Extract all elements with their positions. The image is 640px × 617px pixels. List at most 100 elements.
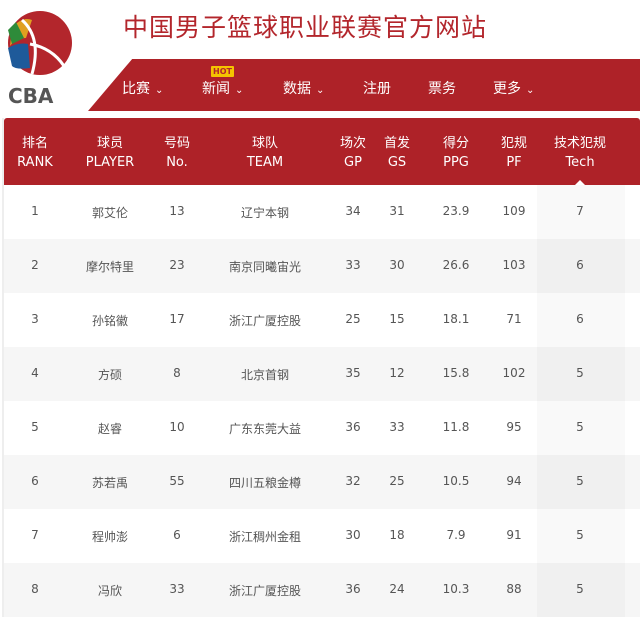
cell-rank: 1 [31,204,39,218]
header-en: PPG [443,155,469,170]
cell-pf: 91 [506,528,522,542]
cell-tech: 5 [576,474,584,488]
cell-gs: 30 [389,258,405,272]
column-header-team[interactable]: 球队 TEAM [225,134,305,172]
nav-label: 注册 [363,81,391,97]
table-row: 2 摩尔特里 23 南京同曦宙光 33 30 26.6 103 6 [4,239,640,293]
cell-tech: 7 [576,204,584,218]
cell-tech: 5 [576,582,584,596]
cell-gp: 30 [345,528,361,542]
column-header-rank[interactable]: 排名 RANK [0,134,75,172]
main-nav: 比赛 ⌄ HOT 新闻 ⌄ 数据 ⌄ 注册 票务 更多 ⌄ [88,59,640,111]
table-row: 1 郭艾伦 13 辽宁本钢 34 31 23.9 109 7 [4,185,640,239]
cell-ppg: 10.5 [442,474,470,488]
nav-item-tickets[interactable]: 票务 [428,78,456,98]
column-header-pf[interactable]: 犯规 PF [474,134,554,172]
cell-tech: 5 [576,366,584,380]
cell-team[interactable]: 南京同曦宙光 [228,260,301,274]
nav-item-news[interactable]: HOT 新闻 ⌄ [202,66,244,98]
cell-gs: 24 [389,582,405,596]
header-en: RANK [17,155,53,170]
cell-ppg: 23.9 [442,204,470,218]
cell-gs: 31 [389,204,405,218]
cell-team[interactable]: 广东东莞大益 [228,422,301,436]
cell-no: 55 [169,474,185,488]
cell-player[interactable]: 方硕 [97,368,122,382]
table-row: 7 程帅澎 6 浙江稠州金租 30 18 7.9 91 5 [4,509,640,563]
cell-team[interactable]: 浙江广厦控股 [228,584,301,598]
header-cn: 犯规 [500,136,527,151]
cell-gp: 34 [345,204,361,218]
nav-label: 更多 [493,81,521,97]
column-header-player[interactable]: 球员 PLAYER [70,134,150,172]
site-title: 中国男子篮球职业联赛官方网站 [123,13,488,42]
cell-gs: 18 [389,528,405,542]
table-header: 排名 RANK 球员 PLAYER 号码 No. 球队 TEAM 场次 GP 首发 GS 得分 PPG 犯规… [4,118,640,185]
sort-indicator-icon [575,180,585,185]
cell-player[interactable]: 孙铭徽 [91,314,128,328]
cell-pf: 88 [506,582,522,596]
chevron-down-icon: ⌄ [316,85,325,96]
cell-player[interactable]: 程帅澎 [91,530,128,544]
cell-gp: 25 [345,312,361,326]
column-header-ppg[interactable]: 得分 PPG [416,134,496,172]
cell-pf: 103 [502,258,526,272]
cell-pf: 95 [506,420,522,434]
header-en: TEAM [246,155,284,170]
header-cn: 场次 [339,136,366,151]
chevron-down-icon: ⌄ [235,85,244,96]
cba-logo[interactable]: CBA [2,8,72,108]
cell-rank: 8 [31,582,39,596]
cell-no: 17 [169,312,185,326]
header-cn: 得分 [442,136,469,151]
cell-gs: 25 [389,474,405,488]
cell-rank: 6 [31,474,39,488]
cell-tech: 5 [576,528,584,542]
cell-rank: 7 [31,528,39,542]
cell-ppg: 10.3 [442,582,470,596]
cell-team[interactable]: 辽宁本钢 [240,206,289,220]
cell-gs: 12 [389,366,405,380]
cell-pf: 71 [506,312,522,326]
column-header-gp[interactable]: 场次 GP [313,134,393,172]
header-en: Tech [565,155,595,170]
nav-label: 票务 [428,81,456,97]
header-cn: 球员 [96,136,123,151]
nav-label: 比赛 [122,81,150,97]
nav-item-data[interactable]: 数据 ⌄ [283,78,324,98]
column-header-tech[interactable]: 技术犯规 Tech [540,134,620,172]
cell-gp: 32 [345,474,361,488]
cell-player[interactable]: 苏若禹 [91,476,128,490]
cell-player[interactable]: 郭艾伦 [91,206,128,220]
cell-player[interactable]: 冯欣 [97,584,122,598]
cell-ppg: 7.9 [446,528,466,542]
nav-item-more[interactable]: 更多 ⌄ [493,78,534,98]
cell-team[interactable]: 四川五粮金樽 [228,476,301,490]
cell-team[interactable]: 浙江广厦控股 [228,314,301,328]
cell-no: 6 [173,528,181,542]
cell-team[interactable]: 浙江稠州金租 [228,530,301,544]
cell-ppg: 15.8 [442,366,470,380]
cell-ppg: 11.8 [442,420,470,434]
cell-player[interactable]: 摩尔特里 [85,260,134,274]
nav-item-matches[interactable]: 比赛 ⌄ [122,78,163,98]
cell-gp: 35 [345,366,361,380]
hot-badge: HOT [211,66,234,77]
table-row: 8 冯欣 33 浙江广厦控股 36 24 10.3 88 5 [4,563,640,617]
column-header-gs[interactable]: 首发 GS [357,134,437,172]
header-en: GS [387,155,407,170]
cell-ppg: 26.6 [442,258,470,272]
cell-gp: 36 [345,420,361,434]
cell-rank: 3 [31,312,39,326]
nav-item-register[interactable]: 注册 [363,78,391,98]
header-en: PF [506,155,522,170]
cell-tech: 6 [576,258,584,272]
nav-label: 新闻 [202,81,230,97]
cell-pf: 102 [502,366,526,380]
header-en: PLAYER [85,155,135,170]
cell-team[interactable]: 北京首钢 [240,368,289,382]
cell-player[interactable]: 赵睿 [97,422,122,436]
column-header-no[interactable]: 号码 No. [137,134,217,172]
svg-text:CBA: CBA [8,84,54,106]
cell-gs: 33 [389,420,405,434]
